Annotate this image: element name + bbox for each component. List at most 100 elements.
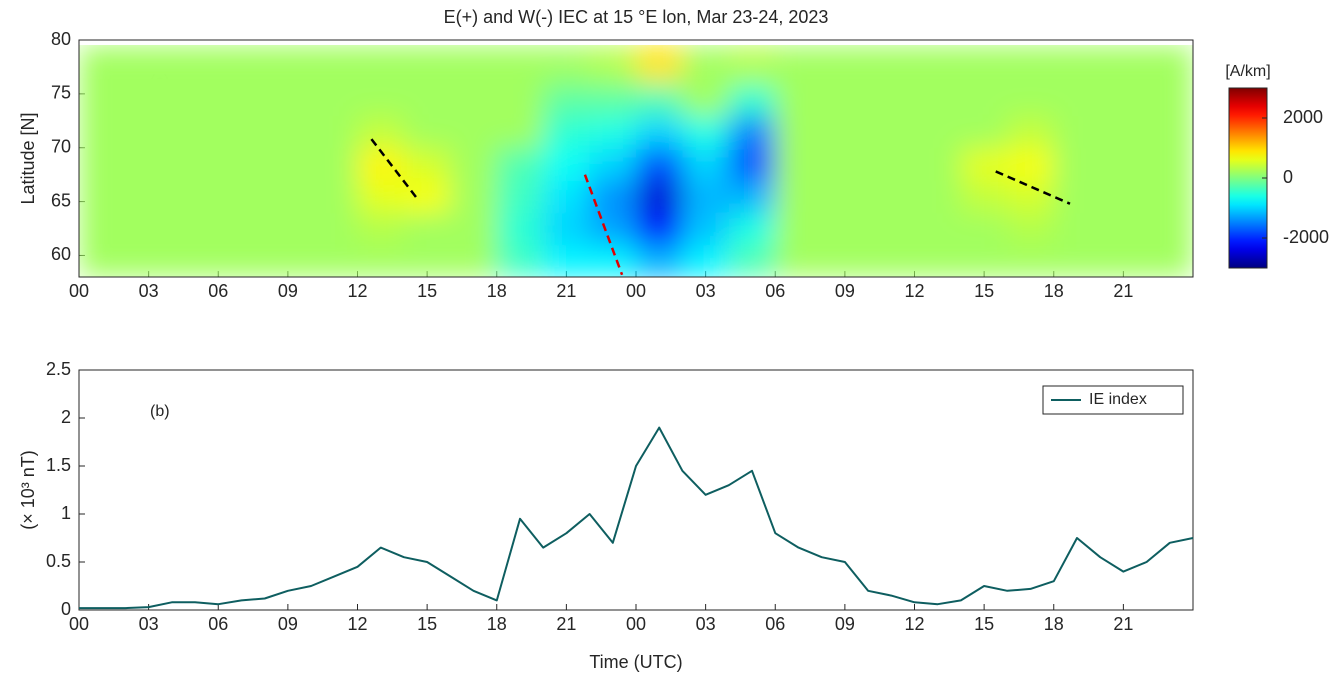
line-series	[79, 426, 1194, 610]
heatmap-cell	[264, 147, 312, 181]
x-tick-label: 18	[487, 281, 507, 301]
heatmap-cell	[218, 115, 266, 149]
heatmap-cell	[682, 244, 730, 277]
heatmap-cell	[728, 212, 776, 246]
heatmap-cell	[403, 180, 451, 213]
heatmap-cell	[218, 147, 266, 181]
y-tick-label: 1.5	[46, 455, 71, 475]
heatmap-cell	[728, 244, 776, 277]
heatmap-cell	[357, 115, 405, 149]
heatmap-cell	[357, 180, 405, 213]
heatmap-cell	[403, 244, 451, 277]
heatmap-cell	[496, 212, 544, 246]
heatmap-cell	[914, 147, 962, 181]
heatmap-cell	[450, 180, 498, 213]
heatmap-cell	[171, 212, 219, 246]
x-tick-label: 09	[835, 281, 855, 301]
heatmap-cell	[1007, 115, 1055, 149]
heatmap-cell	[960, 83, 1008, 116]
x-tick-label: 12	[347, 614, 367, 634]
heatmap-cell	[682, 180, 730, 213]
heatmap-cell	[403, 115, 451, 149]
heatmap-cell	[1100, 147, 1148, 181]
heatmap-cell	[1053, 180, 1101, 213]
y-tick-label: 1	[61, 503, 71, 523]
heatmap-cell	[728, 83, 776, 116]
colorbar-label: [A/km]	[1225, 63, 1270, 80]
heatmap-cell	[728, 147, 776, 181]
heatmap-cell	[311, 244, 358, 277]
heatmap-cells	[79, 45, 1193, 277]
x-tick-label: 21	[556, 281, 576, 301]
heatmap-cell	[311, 180, 358, 213]
heatmap-cell	[914, 180, 962, 213]
x-tick-label: 03	[139, 281, 159, 301]
heatmap-cell	[821, 83, 869, 116]
heatmap-cell	[960, 180, 1008, 213]
chart-title: E(+) and W(-) IEC at 15 °E lon, Mar 23-2…	[444, 7, 829, 27]
heatmap-cell	[1100, 115, 1148, 149]
heatmap-cell	[589, 180, 637, 213]
heatmap-cell	[589, 115, 637, 149]
heatmap-cell	[125, 180, 173, 213]
heatmap-cell	[125, 244, 173, 277]
heatmap-cell	[868, 147, 915, 181]
x-tick-label: 21	[1113, 614, 1133, 634]
heatmap-cell	[403, 212, 451, 246]
heatmap-cell	[589, 83, 637, 116]
heatmap-cell	[636, 45, 683, 84]
heatmap-cell	[636, 212, 683, 246]
heatmap-cell	[821, 115, 869, 149]
heatmap-cell	[1100, 83, 1148, 116]
y-tick-label: 70	[51, 136, 71, 156]
heatmap-cell	[960, 147, 1008, 181]
heatmap-cell	[914, 244, 962, 277]
heatmap-cell	[682, 212, 730, 246]
heatmap-cell	[960, 244, 1008, 277]
heatmap-cell	[450, 45, 498, 84]
legend-label: IE index	[1089, 391, 1147, 408]
colorbar	[1228, 87, 1268, 269]
heatmap-cell	[914, 115, 962, 149]
x-tick-label: 03	[696, 614, 716, 634]
heatmap-cell	[311, 45, 358, 84]
heatmap-cell	[125, 147, 173, 181]
heatmap-cell	[171, 83, 219, 116]
heatmap-cell	[775, 115, 823, 149]
heatmap-cell	[496, 83, 544, 116]
heatmap-cell	[1053, 83, 1101, 116]
x-tick-label: 06	[765, 614, 785, 634]
x-tick-label: 15	[417, 281, 437, 301]
x-tick-label: 18	[1044, 614, 1064, 634]
heatmap-cell	[496, 115, 544, 149]
heatmap-cell	[1053, 45, 1101, 84]
y-tick-label: 65	[51, 190, 71, 210]
x-tick-label: 00	[69, 614, 89, 634]
heatmap-cell	[218, 83, 266, 116]
heatmap-cell	[171, 180, 219, 213]
heatmap-cell	[450, 244, 498, 277]
heatmap-cell	[775, 147, 823, 181]
heatmap-cell	[171, 147, 219, 181]
heatmap-cell	[543, 115, 591, 149]
heatmap-cell	[1053, 212, 1101, 246]
heatmap-cell	[728, 45, 776, 84]
heatmap-cell	[311, 212, 358, 246]
x-tick-label: 06	[208, 281, 228, 301]
heatmap-cell	[450, 115, 498, 149]
heatmap-cell	[821, 212, 869, 246]
heatmap-cell	[1146, 83, 1193, 116]
heatmap-cell	[543, 45, 591, 84]
heatmap-cell	[821, 180, 869, 213]
x-tick-label: 03	[696, 281, 716, 301]
heatmap-cell	[218, 212, 266, 246]
x-tick-label: 15	[417, 614, 437, 634]
heatmap-cell	[1007, 212, 1055, 246]
heatmap-cell	[403, 147, 451, 181]
heatmap-cell	[868, 244, 915, 277]
y-tick-label: 0	[61, 599, 71, 619]
heatmap-cell	[1007, 83, 1055, 116]
heatmap-cell	[171, 45, 219, 84]
heatmap-cell	[775, 212, 823, 246]
